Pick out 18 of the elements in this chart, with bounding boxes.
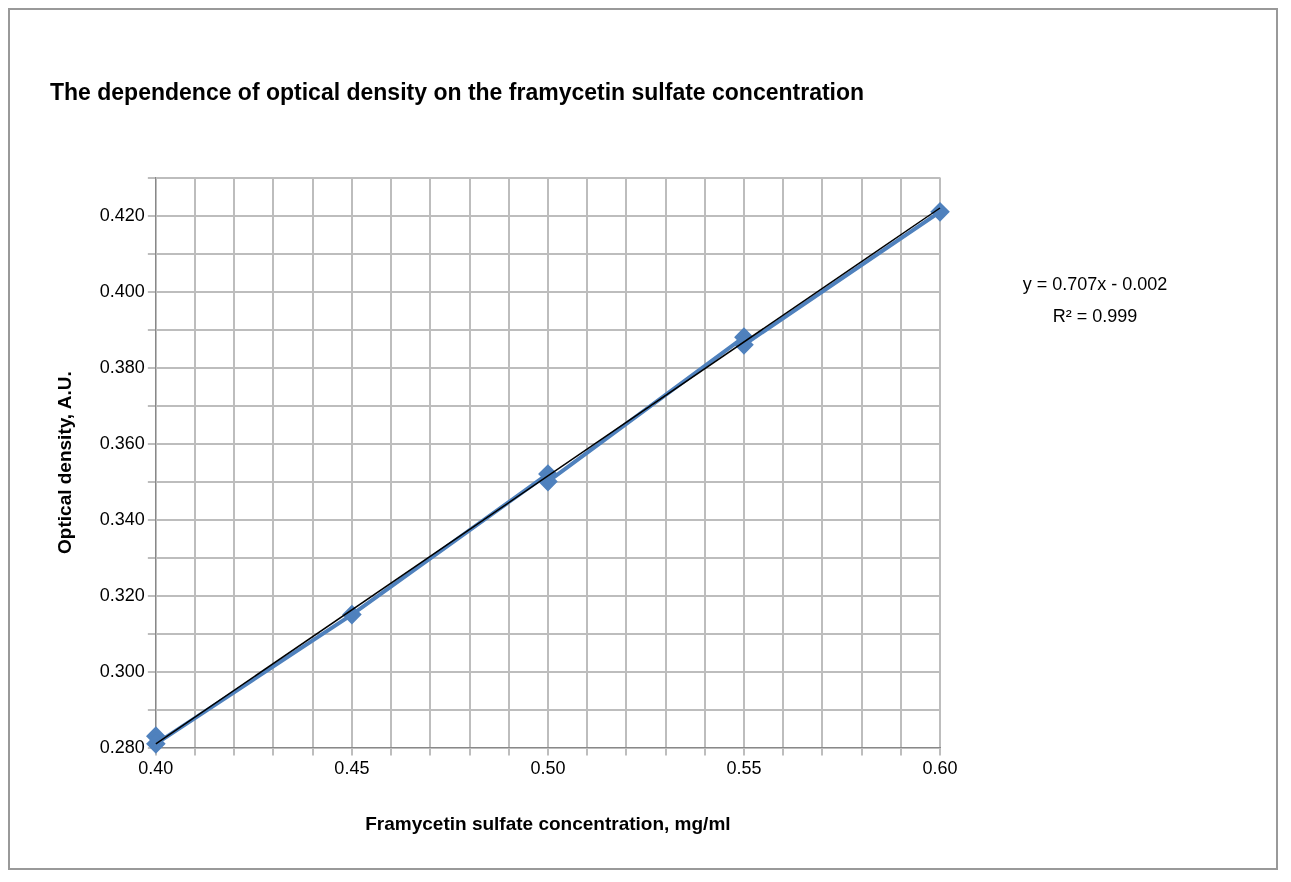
y-tick-label: 0.360 <box>99 432 145 453</box>
x-tick-label: 0.60 <box>922 758 958 779</box>
x-tick-label: 0.50 <box>530 758 566 779</box>
text: R² = 0.999 <box>1052 306 1138 326</box>
y-tick-label: 0.400 <box>99 280 145 301</box>
x-axis-title: Framycetin sulfate concentration, mg/ml <box>365 812 731 834</box>
y-axis-title: Optical density, A.U. <box>53 371 75 554</box>
y-tick-label: 0.320 <box>99 584 145 605</box>
y-tick-label: 0.420 <box>99 204 145 225</box>
x-tick-label: 0.55 <box>726 758 762 779</box>
y-tick-label: 0.280 <box>99 736 145 757</box>
x-tick-label: 0.45 <box>334 758 370 779</box>
y-tick-label: 0.300 <box>99 660 145 681</box>
chart-title: The dependence of optical density on the framycetin sulfate concentration <box>50 79 865 106</box>
x-tick-label: 0.40 <box>138 758 174 779</box>
y-tick-label: 0.380 <box>99 356 145 377</box>
text: y = 0.707x - 0.002 <box>1022 274 1168 294</box>
y-tick-label: 0.340 <box>99 508 145 529</box>
